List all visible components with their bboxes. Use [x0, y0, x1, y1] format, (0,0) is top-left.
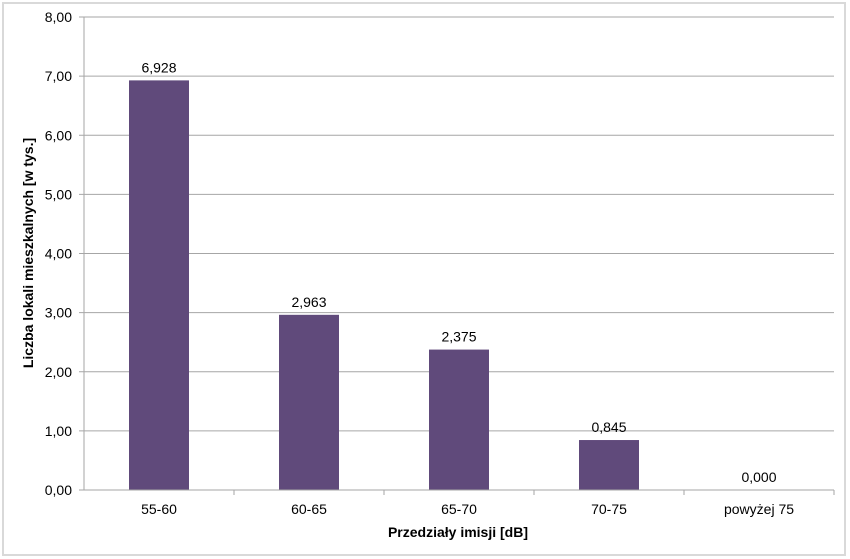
- y-tick-label: 8,00: [45, 9, 72, 25]
- y-tick-label: 2,00: [45, 364, 72, 380]
- y-axis-ticks: 0,00 1,00 2,00 3,00 4,00 5,00 6,00 7,00 8,00: [45, 9, 84, 498]
- bar-60-65: [279, 314, 339, 490]
- bar-70-75: [579, 440, 639, 490]
- x-tick-label: 55-60: [141, 501, 177, 517]
- y-tick-label: 5,00: [45, 186, 72, 202]
- data-label: 2,963: [291, 294, 326, 310]
- data-label: 6,928: [141, 59, 176, 75]
- y-tick-label: 7,00: [45, 68, 72, 84]
- x-axis-title: Przedziały imisji [dB]: [388, 524, 528, 540]
- data-labels: 6,928 2,963 2,375 0,845 0,000: [141, 59, 776, 485]
- bars: [129, 80, 639, 490]
- y-tick-label: 1,00: [45, 423, 72, 439]
- x-tick-label: 70-75: [591, 501, 627, 517]
- gridlines: [84, 16, 834, 432]
- y-tick-label: 0,00: [45, 482, 72, 498]
- data-label: 0,000: [741, 469, 776, 485]
- x-tick-label: 60-65: [291, 501, 327, 517]
- y-tick-label: 6,00: [45, 127, 72, 143]
- x-axis-ticks: 55-60 60-65 65-70 70-75 powyżej 75: [141, 490, 835, 517]
- y-tick-label: 3,00: [45, 305, 72, 321]
- data-label: 0,845: [591, 419, 626, 435]
- bar-65-70: [429, 349, 489, 490]
- data-label: 2,375: [441, 329, 476, 345]
- bar-55-60: [129, 80, 189, 490]
- x-tick-label: 65-70: [441, 501, 477, 517]
- y-axis-title: Liczba lokali mieszkalnych [w tys.]: [20, 138, 36, 368]
- y-tick-label: 4,00: [45, 246, 72, 262]
- x-tick-label: powyżej 75: [724, 501, 794, 517]
